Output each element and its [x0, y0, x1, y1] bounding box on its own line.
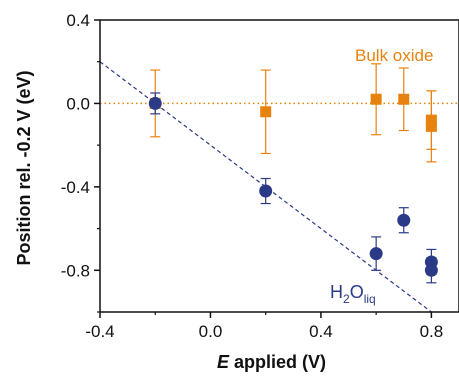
- y-axis-label: Position rel. -0.2 V (eV): [14, 70, 34, 265]
- bulk-oxide-label: Bulk oxide: [355, 46, 433, 65]
- y-tick-label: -0.8: [61, 261, 90, 280]
- series-layer: [148, 63, 438, 284]
- x-axis-label: E applied (V): [217, 352, 326, 372]
- data-point-square: [370, 93, 382, 105]
- x-tick-label: 0.4: [309, 322, 333, 341]
- data-point-circle: [397, 213, 411, 227]
- data-point-circle: [148, 96, 162, 110]
- series-h2o-liq: [148, 92, 438, 284]
- x-tick-label: -0.4: [85, 322, 114, 341]
- series-bulk-oxide: [149, 63, 437, 163]
- data-point-square: [425, 120, 437, 132]
- y-tick-label: -0.4: [61, 178, 90, 197]
- y-tick-label: 0.0: [66, 94, 90, 113]
- h2o-liq-label: H2Oliq: [330, 282, 376, 306]
- y-tick-label: 0.4: [66, 11, 90, 30]
- annotations: Bulk oxide H2Oliq: [330, 46, 433, 306]
- data-point-square: [398, 93, 410, 105]
- x-tick-label: 0.0: [199, 322, 223, 341]
- plot-frame: [99, 19, 459, 313]
- data-point-square: [260, 106, 272, 118]
- axes: -0.4 0.0 0.4 0.8 -0.8 -0.4 0.0 0.4: [61, 11, 459, 341]
- data-point-circle: [259, 184, 273, 198]
- x-tick-label: 0.8: [420, 322, 444, 341]
- data-point-circle: [369, 247, 383, 261]
- data-point-circle: [424, 263, 438, 277]
- reference-line-diagonal: [100, 61, 433, 312]
